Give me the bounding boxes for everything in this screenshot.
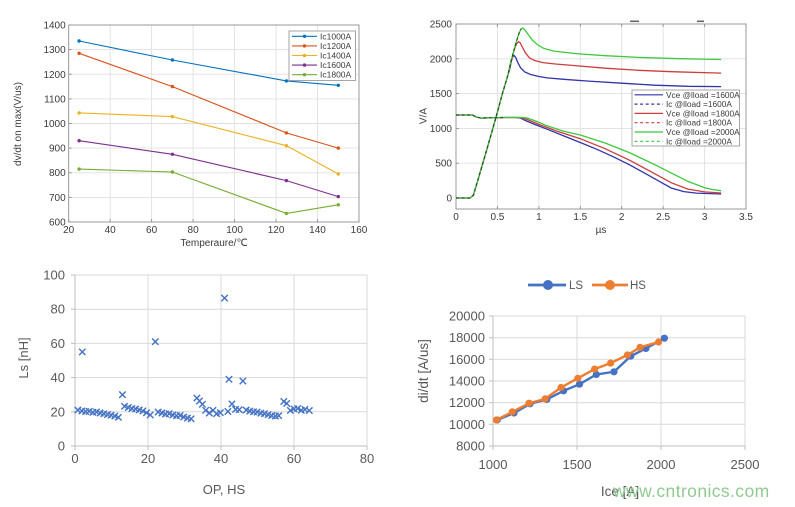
svg-text:1400: 1400: [43, 21, 66, 32]
svg-text:100: 100: [43, 268, 65, 283]
svg-text:140: 140: [309, 225, 326, 236]
svg-text:12000: 12000: [449, 395, 485, 410]
svg-text:Ls [nH]: Ls [nH]: [16, 337, 31, 378]
svg-text:Ic1200A: Ic1200A: [320, 41, 352, 51]
svg-text:160: 160: [351, 225, 368, 236]
svg-text:8000: 8000: [456, 439, 485, 454]
svg-text:Vce @lload =2000A: Vce @lload =2000A: [666, 127, 740, 137]
svg-text:20000: 20000: [449, 309, 485, 324]
svg-text:80: 80: [51, 302, 65, 317]
svg-text:HS: HS: [630, 280, 646, 292]
svg-text:1100: 1100: [44, 94, 66, 105]
svg-text:80: 80: [188, 225, 200, 236]
svg-text:1: 1: [536, 212, 542, 223]
svg-text:14000: 14000: [449, 374, 485, 389]
svg-text:Ice [A]: Ice [A]: [601, 484, 639, 499]
svg-text:700: 700: [49, 193, 66, 204]
svg-text:10000: 10000: [449, 417, 485, 432]
svg-text:3: 3: [702, 212, 708, 223]
svg-text:18000: 18000: [449, 330, 485, 345]
svg-text:2000: 2000: [430, 54, 453, 65]
svg-text:120: 120: [268, 225, 285, 236]
svg-text:1200: 1200: [43, 70, 66, 81]
svg-text:60: 60: [287, 451, 301, 466]
svg-text:dv/dt on max(V/us): dv/dt on max(V/us): [13, 82, 24, 166]
svg-text:di/dt [A/us]: di/dt [A/us]: [416, 339, 431, 403]
svg-text:2500: 2500: [430, 20, 453, 31]
svg-text:V/A: V/A: [419, 108, 430, 124]
svg-text:20: 20: [63, 225, 75, 236]
svg-text:600: 600: [49, 218, 66, 229]
svg-text:Temperaure/℃: Temperaure/℃: [180, 238, 247, 249]
svg-text:1500: 1500: [430, 89, 453, 100]
svg-text:Ic1800A: Ic1800A: [320, 70, 352, 80]
svg-text:0: 0: [58, 439, 65, 454]
svg-text:1000: 1000: [430, 124, 453, 135]
svg-text:20: 20: [51, 404, 65, 419]
svg-text:Vce @lload =1800A: Vce @lload =1800A: [666, 108, 740, 118]
svg-text:Ic1600A: Ic1600A: [320, 60, 352, 70]
svg-text:1000: 1000: [479, 457, 508, 472]
svg-text:0: 0: [453, 212, 459, 223]
svg-text:0: 0: [446, 194, 452, 205]
svg-text:80: 80: [360, 451, 374, 466]
svg-text:60: 60: [51, 336, 65, 351]
svg-text:Vce @lload =1600A: Vce @lload =1600A: [666, 90, 740, 100]
svg-text:16000: 16000: [449, 352, 485, 367]
svg-text:Ic1000A: Ic1000A: [320, 31, 352, 41]
svg-text:40: 40: [214, 451, 228, 466]
svg-text:Ic @lload =1600A: Ic @lload =1600A: [666, 99, 732, 109]
svg-text:LS: LS: [569, 280, 583, 292]
svg-text:60: 60: [146, 225, 158, 236]
svg-text:3.5: 3.5: [739, 212, 753, 223]
svg-text:900: 900: [49, 144, 66, 155]
svg-text:20: 20: [141, 451, 155, 466]
svg-text:Ic @lload =2000A: Ic @lload =2000A: [666, 136, 732, 146]
svg-text:0.5: 0.5: [490, 212, 504, 223]
svg-text:2.5: 2.5: [656, 212, 670, 223]
svg-text:1.5: 1.5: [573, 212, 587, 223]
svg-text:www.cntronics.com: www.cntronics.com: [612, 481, 770, 501]
svg-text:1300: 1300: [43, 45, 66, 56]
svg-text:µs: µs: [596, 225, 607, 236]
svg-text:500: 500: [435, 159, 452, 170]
svg-text:100: 100: [226, 225, 243, 236]
svg-text:OP, HS: OP, HS: [203, 482, 246, 497]
svg-text:2: 2: [619, 212, 625, 223]
svg-text:Ic1400A: Ic1400A: [320, 51, 352, 61]
svg-text:2500: 2500: [731, 457, 760, 472]
svg-text:0: 0: [71, 451, 78, 466]
svg-text:Ic @lload =1800A: Ic @lload =1800A: [666, 118, 732, 128]
svg-text:1500: 1500: [563, 457, 592, 472]
svg-text:800: 800: [49, 168, 66, 179]
svg-text:1000: 1000: [43, 119, 66, 130]
svg-text:2000: 2000: [647, 457, 676, 472]
svg-text:40: 40: [105, 225, 117, 236]
svg-text:40: 40: [51, 370, 65, 385]
